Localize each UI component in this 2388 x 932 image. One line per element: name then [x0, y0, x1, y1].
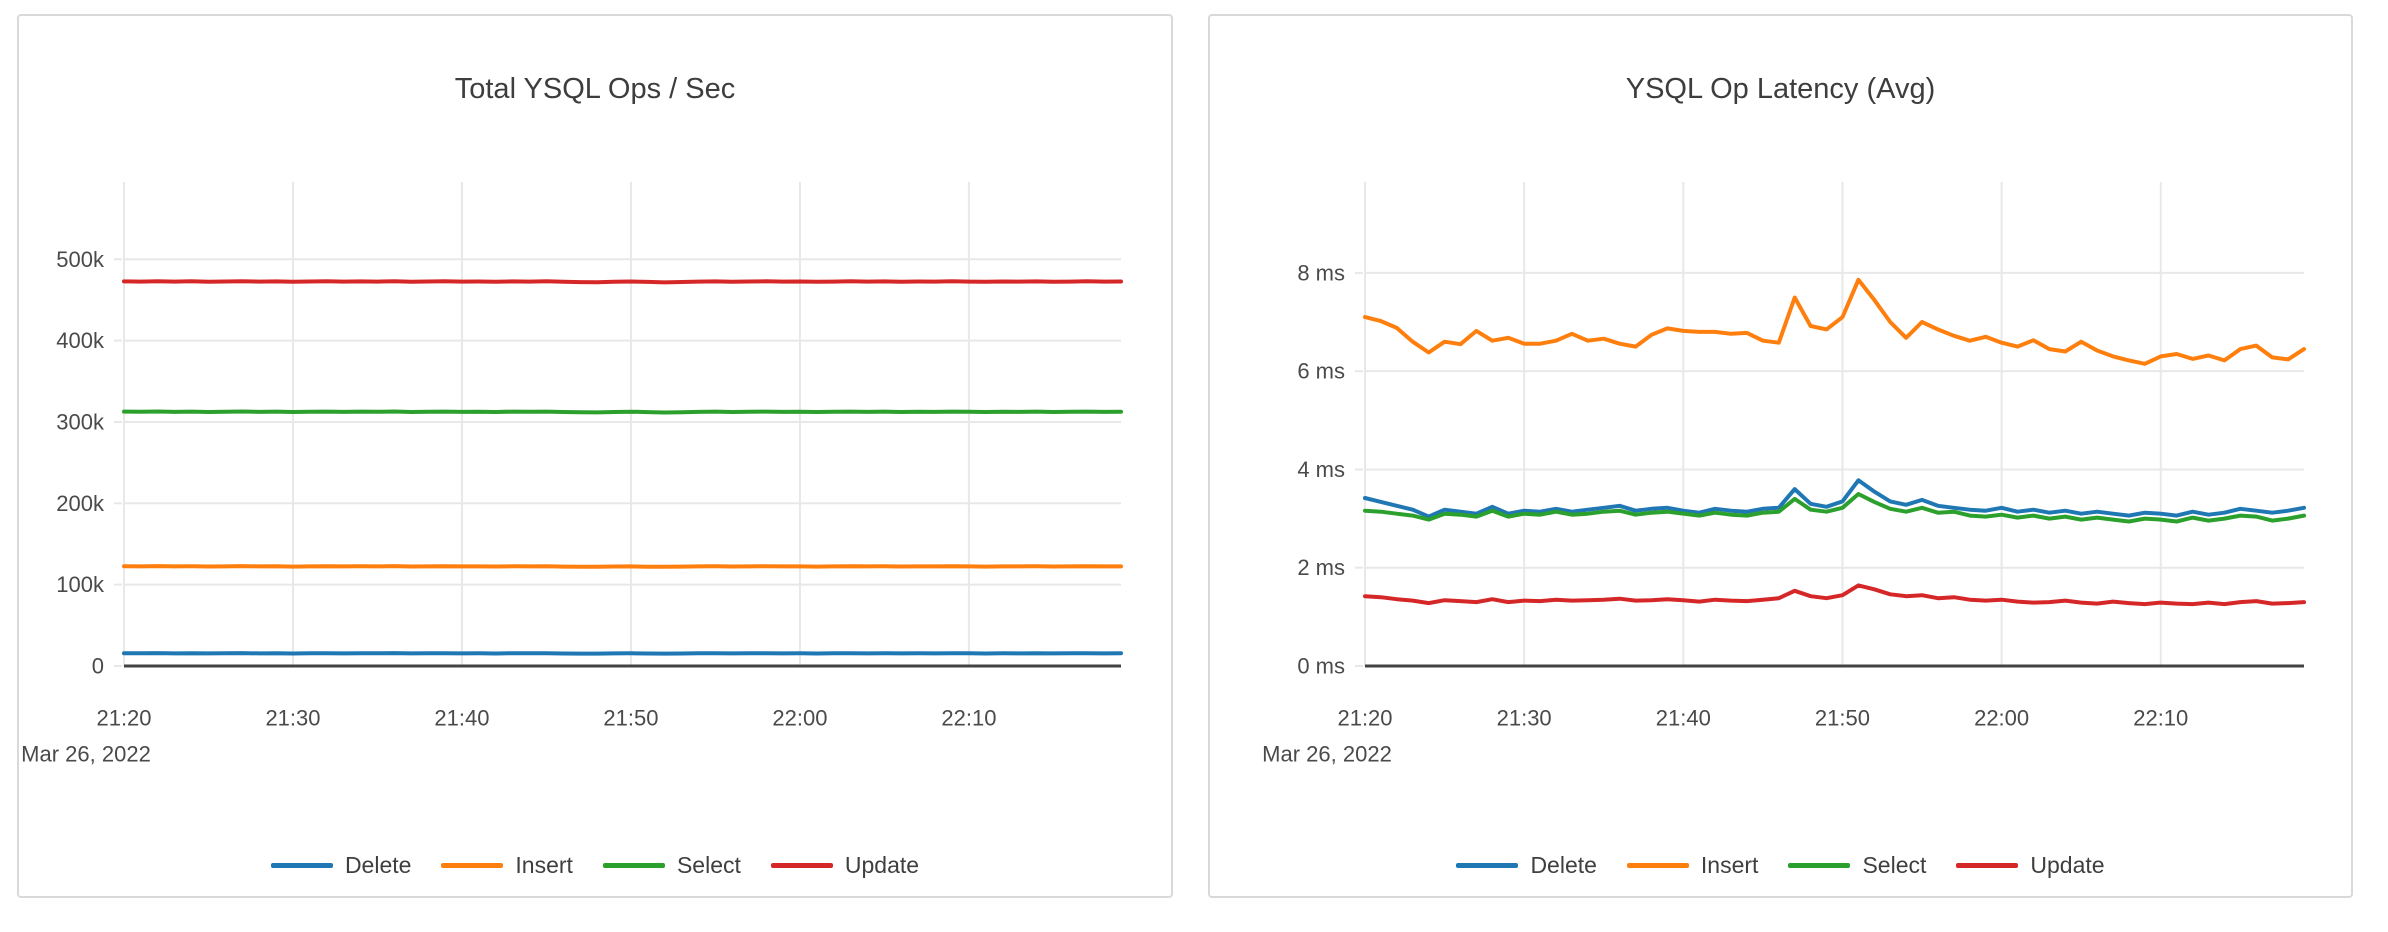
- latency-chart-title: YSQL Op Latency (Avg): [1625, 73, 1936, 105]
- legend-label: Insert: [1700, 852, 1759, 878]
- y-tick-label: 200k: [56, 491, 105, 516]
- y-tick-label: 2 ms: [1297, 555, 1345, 580]
- x-tick-label: 21:30: [265, 706, 320, 731]
- latency-plot-area[interactable]: 0 ms 2 ms 4 ms 6 ms 8 ms 21:20 21:30 21:40 21:50…: [1210, 16, 2351, 896]
- x-tick-label: 22:10: [2133, 706, 2188, 731]
- series-line-update: [1363, 583, 2306, 607]
- ops-per-sec-chart-card: Total YSQL Ops / Sec 0 100k 200k 300k 400k 50…: [17, 14, 1173, 898]
- legend-item-select[interactable]: Select: [602, 851, 741, 879]
- legend-item-select[interactable]: Select: [1788, 851, 1926, 879]
- legend-label: Update: [2030, 852, 2105, 878]
- y-tick-label: 300k: [56, 409, 105, 434]
- series-line-delete: [122, 651, 1123, 656]
- series-line-delete: [1363, 478, 2306, 519]
- legend-item-delete[interactable]: Delete: [1456, 851, 1597, 879]
- legend-item-update[interactable]: Update: [1956, 851, 2105, 879]
- legend-swatch-delete: [1456, 862, 1519, 868]
- legend-item-update[interactable]: Update: [770, 851, 920, 879]
- x-tick-label: 21:40: [1656, 706, 1711, 731]
- x-axis-date-label: Mar 26, 2022: [21, 742, 151, 767]
- y-tick-label: 8 ms: [1297, 260, 1345, 285]
- op-latency-chart-card: YSQL Op Latency (Avg) 0 ms 2 ms 4 ms 6 ms 8 …: [1208, 14, 2353, 898]
- y-tick-label: 4 ms: [1297, 457, 1345, 482]
- x-tick-label: 21:50: [603, 706, 658, 731]
- y-tick-label: 400k: [56, 328, 105, 353]
- legend-item-insert[interactable]: Insert: [441, 851, 573, 879]
- x-tick-label: 22:10: [941, 706, 996, 731]
- latency-chart-legend: Delete Insert Select Update: [1210, 850, 2351, 880]
- legend-label: Insert: [515, 852, 573, 878]
- x-tick-label: 21:30: [1497, 706, 1552, 731]
- legend-swatch-update: [770, 862, 833, 868]
- legend-swatch-update: [1956, 862, 2019, 868]
- legend-swatch-select: [1788, 862, 1851, 868]
- ops-chart-svg[interactable]: 0 100k 200k 300k 400k 500k 21:20 21:30 21:40 21:5…: [19, 16, 1171, 896]
- x-tick-label: 21:20: [96, 706, 151, 731]
- y-tick-label: 100k: [56, 572, 105, 597]
- series-line-update: [122, 279, 1123, 285]
- x-tick-label: 21:20: [1337, 706, 1392, 731]
- legend-swatch-select: [602, 862, 665, 868]
- legend-swatch-delete: [270, 862, 333, 868]
- legend-label: Select: [676, 852, 741, 878]
- latency-chart-svg[interactable]: 0 ms 2 ms 4 ms 6 ms 8 ms 21:20 21:30 21:40 21:50…: [1210, 16, 2351, 896]
- x-tick-label: 22:00: [1974, 706, 2029, 731]
- series-line-select: [1363, 492, 2306, 524]
- series-line-insert: [1363, 277, 2306, 366]
- y-tick-label: 500k: [56, 247, 105, 272]
- series-line-select: [122, 409, 1123, 415]
- legend-item-delete[interactable]: Delete: [270, 851, 412, 879]
- x-tick-label: 22:00: [772, 706, 827, 731]
- series-line-insert: [122, 564, 1123, 569]
- legend-label: Select: [1862, 852, 1927, 878]
- y-tick-label: 6 ms: [1297, 359, 1345, 384]
- y-tick-label: 0 ms: [1297, 654, 1345, 679]
- legend-label: Delete: [344, 852, 412, 878]
- legend-swatch-insert: [1626, 862, 1689, 868]
- x-axis-date-label: Mar 26, 2022: [1262, 742, 1392, 767]
- ops-chart-legend: Delete Insert Select Update: [19, 850, 1171, 880]
- y-tick-label: 0: [92, 654, 104, 679]
- ops-plot-area[interactable]: 0 100k 200k 300k 400k 500k 21:20 21:30 21:40 21:5…: [19, 16, 1171, 896]
- legend-item-insert[interactable]: Insert: [1626, 851, 1759, 879]
- x-tick-label: 21:40: [434, 706, 489, 731]
- legend-label: Update: [844, 852, 920, 878]
- legend-label: Delete: [1530, 852, 1597, 878]
- x-tick-label: 21:50: [1815, 706, 1870, 731]
- legend-swatch-insert: [441, 862, 504, 868]
- ops-chart-title: Total YSQL Ops / Sec: [454, 73, 736, 105]
